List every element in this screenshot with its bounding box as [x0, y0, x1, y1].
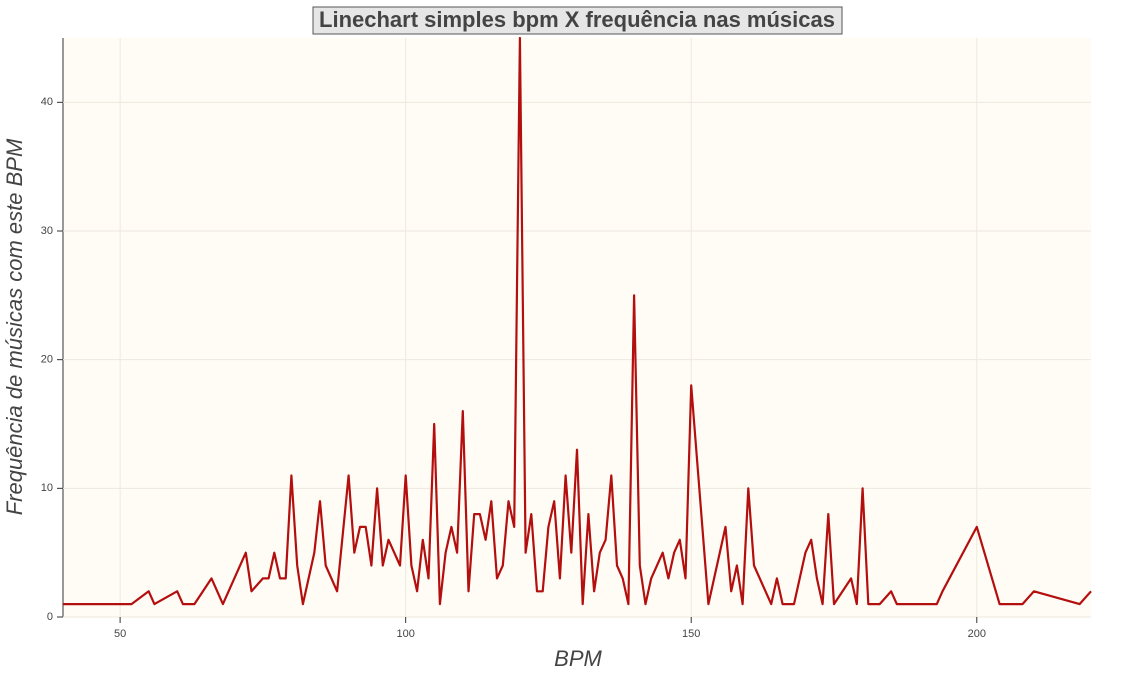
x-tick-label: 200 — [968, 628, 986, 640]
y-tick-label: 20 — [41, 354, 53, 366]
y-tick-label: 10 — [41, 482, 53, 494]
y-tick-label: 30 — [41, 225, 53, 237]
x-tick-label: 150 — [682, 628, 700, 640]
x-tick-label: 50 — [114, 628, 126, 640]
y-tick-label: 40 — [41, 96, 53, 108]
plot-area — [63, 38, 1091, 617]
y-tick-label: 0 — [47, 611, 53, 623]
chart-title: Linechart simples bpm X frequência nas m… — [319, 7, 835, 32]
data-line — [63, 36, 1092, 606]
y-axis-label: Frequência de músicas com este BPM — [2, 138, 27, 515]
x-axis-label: BPM — [554, 646, 602, 671]
x-tick-label: 100 — [396, 628, 414, 640]
title-box — [312, 6, 843, 35]
